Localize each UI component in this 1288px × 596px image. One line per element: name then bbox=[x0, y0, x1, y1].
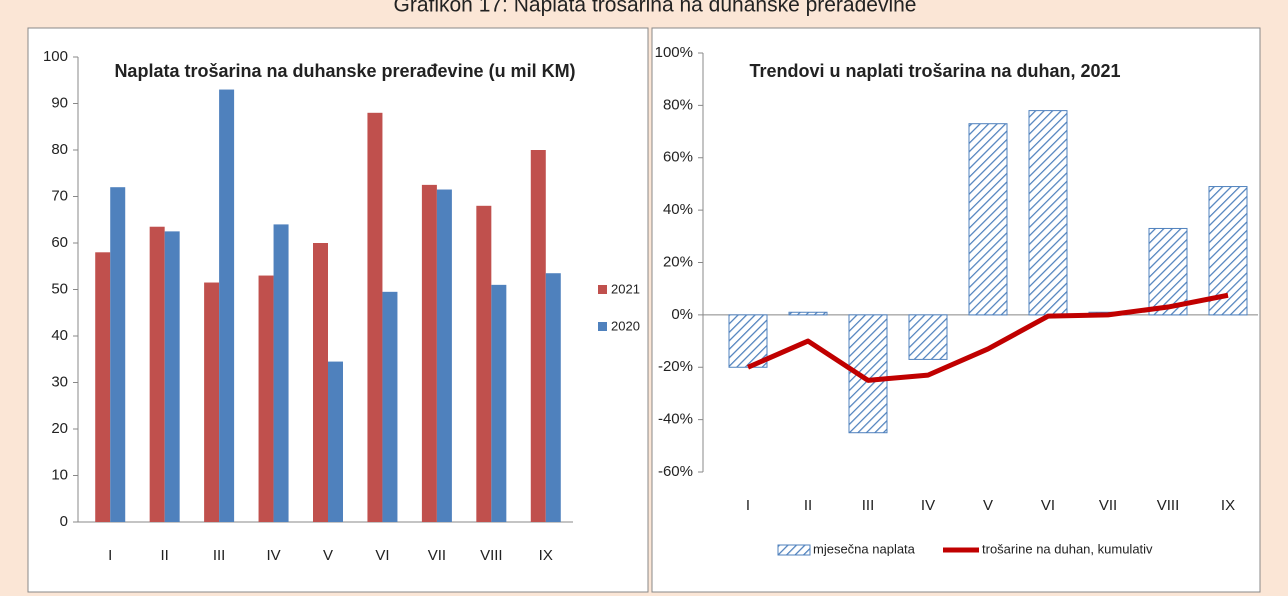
x-tick-label: IV bbox=[266, 547, 280, 564]
legend-swatch bbox=[777, 544, 811, 556]
bar bbox=[788, 311, 828, 316]
legend-label: 2020 bbox=[611, 318, 640, 333]
bar bbox=[258, 275, 274, 522]
y-tick-label: -60% bbox=[658, 463, 693, 480]
x-tick-label: I bbox=[108, 547, 112, 564]
x-tick-label: IX bbox=[539, 547, 553, 564]
x-tick-label: III bbox=[213, 547, 226, 564]
bar bbox=[110, 187, 126, 522]
y-tick-label: 20 bbox=[51, 420, 68, 437]
chart-title: Naplata trošarina na duhanske prerađevin… bbox=[114, 61, 575, 81]
x-tick-label: II bbox=[804, 497, 812, 514]
legend-swatch bbox=[598, 322, 607, 331]
x-tick-label: V bbox=[983, 497, 993, 514]
x-tick-label: IV bbox=[921, 497, 935, 514]
y-tick-label: 0% bbox=[671, 306, 693, 323]
x-tick-label: VII bbox=[428, 547, 446, 564]
bar bbox=[328, 361, 343, 522]
x-tick-label: II bbox=[160, 547, 168, 564]
x-tick-label: VI bbox=[1041, 497, 1055, 514]
bar bbox=[95, 252, 111, 523]
y-tick-label: -20% bbox=[658, 358, 693, 375]
bar bbox=[968, 123, 1008, 316]
legend-label: mjesečna naplata bbox=[813, 541, 916, 556]
bar bbox=[313, 243, 328, 522]
y-tick-label: 60% bbox=[663, 149, 693, 166]
x-tick-label: VIII bbox=[1157, 497, 1180, 514]
bar bbox=[164, 231, 180, 522]
y-tick-label: 40% bbox=[663, 201, 693, 218]
y-tick-label: 0 bbox=[60, 513, 68, 530]
bar bbox=[491, 284, 507, 522]
bar bbox=[204, 282, 220, 522]
bar bbox=[1028, 110, 1068, 316]
y-tick-label: 100% bbox=[655, 44, 693, 61]
bar bbox=[436, 189, 452, 522]
bar bbox=[545, 273, 561, 522]
y-tick-label: 40 bbox=[51, 327, 68, 344]
y-tick-label: 10 bbox=[51, 466, 68, 483]
bar bbox=[1208, 186, 1248, 316]
bar bbox=[1148, 227, 1188, 316]
bar bbox=[273, 224, 289, 522]
x-tick-label: III bbox=[862, 497, 875, 514]
bar bbox=[476, 205, 492, 523]
bar bbox=[908, 314, 948, 360]
bar bbox=[149, 226, 165, 522]
x-tick-label: IX bbox=[1221, 497, 1235, 514]
caption: Grafikon 17: Naplata trošarina na duhans… bbox=[394, 0, 917, 17]
bar bbox=[219, 89, 235, 523]
y-tick-label: 30 bbox=[51, 373, 68, 390]
bar bbox=[421, 184, 437, 522]
line bbox=[746, 292, 1229, 383]
bar bbox=[728, 314, 768, 368]
y-tick-label: 100 bbox=[43, 48, 68, 65]
y-tick-label: 50 bbox=[51, 280, 68, 297]
x-tick-label: I bbox=[746, 497, 750, 514]
y-tick-label: 70 bbox=[51, 187, 68, 204]
y-tick-label: 80 bbox=[51, 141, 68, 158]
x-tick-label: VIII bbox=[480, 547, 503, 564]
bar bbox=[530, 150, 546, 522]
bar bbox=[367, 112, 383, 523]
y-tick-label: 80% bbox=[663, 96, 693, 113]
chart-title: Trendovi u naplati trošarina na duhan, 2… bbox=[749, 61, 1120, 81]
x-tick-label: VII bbox=[1099, 497, 1117, 514]
x-tick-label: V bbox=[323, 547, 333, 564]
y-tick-label: -40% bbox=[658, 411, 693, 428]
y-tick-label: 20% bbox=[663, 253, 693, 270]
legend-swatch bbox=[598, 285, 607, 294]
legend-label: trošarine na duhan, kumulativ bbox=[982, 541, 1153, 556]
y-tick-label: 90 bbox=[51, 94, 68, 111]
legend-label: 2021 bbox=[611, 281, 640, 296]
bar bbox=[382, 291, 398, 522]
y-tick-label: 60 bbox=[51, 234, 68, 251]
x-tick-label: VI bbox=[375, 547, 389, 564]
